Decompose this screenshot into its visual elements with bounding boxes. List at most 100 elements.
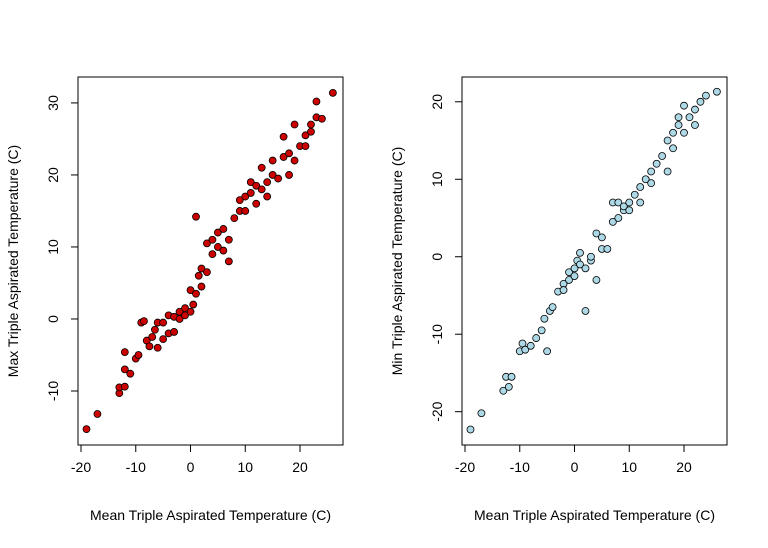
point: [301, 142, 310, 151]
point: [499, 386, 508, 395]
point: [246, 189, 255, 197]
point: [120, 348, 129, 356]
point: [641, 175, 650, 184]
point: [203, 268, 211, 277]
point: [290, 120, 299, 129]
point: [252, 199, 261, 208]
point: [477, 409, 486, 418]
point: [268, 171, 277, 179]
point: [246, 178, 255, 187]
point: [208, 235, 217, 244]
point: [82, 425, 91, 434]
point: [170, 328, 178, 336]
point: [203, 239, 211, 248]
point: [608, 217, 617, 226]
point: [328, 88, 337, 97]
point: [93, 410, 102, 418]
point: [279, 132, 288, 141]
point: [301, 131, 310, 140]
point: [712, 87, 721, 96]
point: [197, 282, 206, 291]
x-axis-label: Mean Triple Aspirated Temperature (C): [474, 507, 715, 523]
point: [274, 174, 283, 183]
point: [685, 113, 694, 122]
point: [570, 272, 579, 281]
point: [263, 192, 272, 201]
point: [614, 214, 623, 222]
point: [263, 178, 272, 187]
point: [120, 382, 129, 391]
x-tick-label: 10: [237, 459, 253, 475]
x-tick-label: 20: [292, 459, 308, 475]
point: [504, 382, 513, 391]
point: [625, 206, 634, 215]
point: [213, 228, 222, 237]
point: [213, 243, 222, 251]
y-tick-label: 10: [45, 239, 61, 255]
point: [669, 144, 677, 153]
point: [159, 318, 168, 327]
point: [652, 159, 661, 168]
point: [241, 207, 250, 215]
point: [592, 276, 601, 284]
point: [691, 105, 699, 114]
point: [189, 300, 198, 309]
point: [576, 260, 584, 269]
point: [148, 333, 157, 341]
y-tick-label: -10: [429, 324, 445, 344]
point: [181, 304, 189, 313]
point: [663, 136, 672, 145]
point: [592, 229, 601, 238]
point: [636, 198, 645, 207]
y-tick-label: 20: [45, 167, 61, 183]
point: [312, 97, 321, 106]
y-tick-label: 10: [429, 171, 445, 187]
point: [194, 271, 203, 280]
point: [285, 149, 293, 158]
point: [680, 128, 688, 137]
point: [587, 252, 595, 261]
x-tick-label: 10: [621, 459, 637, 475]
point: [290, 156, 299, 165]
point: [120, 365, 129, 374]
point: [159, 335, 168, 344]
point: [134, 351, 143, 359]
point: [548, 303, 557, 311]
y-tick-label: 20: [429, 94, 445, 110]
point: [576, 248, 584, 257]
point: [285, 171, 293, 179]
point: [526, 341, 535, 350]
point: [625, 198, 634, 207]
y-tick-label: -10: [45, 381, 61, 401]
point: [186, 307, 195, 316]
point: [192, 289, 200, 298]
point: [658, 152, 667, 160]
point: [540, 314, 549, 323]
point: [151, 325, 159, 334]
point: [230, 214, 239, 223]
point: [241, 192, 250, 201]
y-tick-label: 30: [45, 95, 61, 111]
y-axis-label: Max Triple Aspirated Temperature (C): [5, 145, 21, 377]
point: [543, 347, 552, 356]
point: [647, 167, 656, 176]
point: [175, 307, 184, 316]
x-tick-label: -20: [455, 459, 475, 475]
y-tick-label: -20: [429, 401, 445, 421]
point: [581, 307, 590, 315]
point: [307, 127, 315, 136]
point: [565, 268, 573, 277]
point: [581, 264, 590, 273]
point: [603, 245, 612, 253]
point: [702, 91, 710, 100]
point: [532, 334, 541, 342]
point: [680, 101, 688, 110]
x-tick-label: -10: [126, 459, 146, 475]
point: [219, 246, 228, 255]
point: [521, 345, 530, 354]
point: [252, 181, 261, 190]
y-tick-label: 0: [429, 253, 445, 261]
point: [197, 264, 206, 273]
point: [674, 121, 683, 129]
point: [537, 326, 546, 335]
